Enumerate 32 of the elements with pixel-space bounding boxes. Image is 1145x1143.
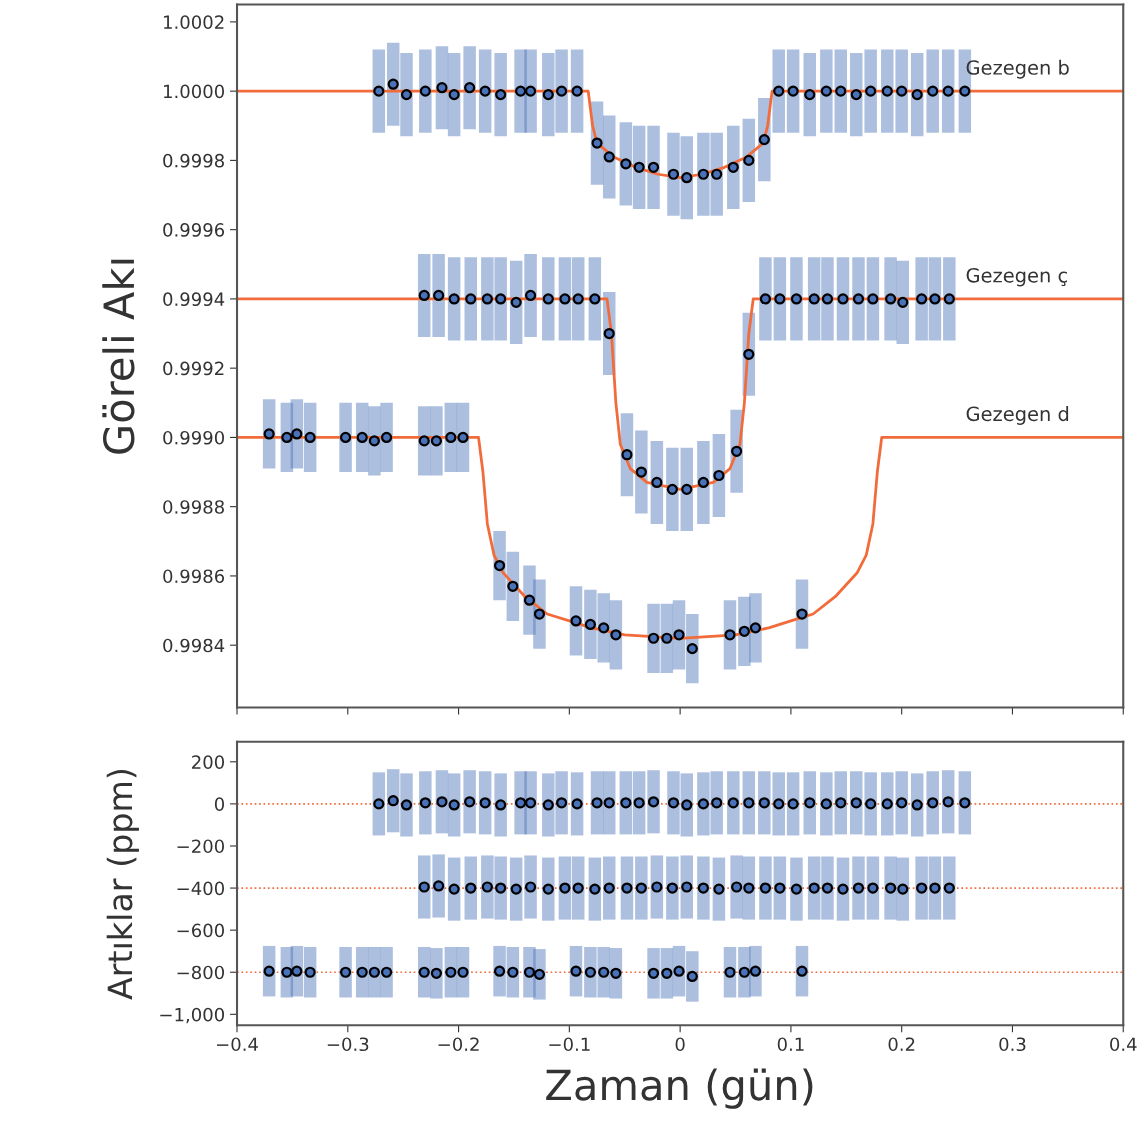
annotation: Gezegen b — [966, 59, 1069, 79]
y-tick-label: −200 — [177, 839, 225, 854]
y-tick-label: 0.9998 — [163, 153, 224, 168]
y-tick-label: 0.9988 — [163, 500, 224, 514]
x-tick-label: 0.1 — [777, 1037, 804, 1052]
x-tick-label: 0.2 — [888, 1037, 915, 1052]
y-tick-label: 1.0002 — [164, 15, 224, 29]
y-axis-title: Artıklar (ppm) — [106, 769, 139, 1000]
y-tick-label: 0.9990 — [163, 430, 225, 445]
y-tick-label: −400 — [177, 881, 225, 896]
y-tick-label: −1,000 — [160, 1007, 225, 1024]
x-tick-label: 0 — [675, 1037, 685, 1052]
y-tick-label: −600 — [177, 923, 225, 938]
y-tick-label: 1.0000 — [164, 84, 225, 99]
x-tick-label: −0.1 — [549, 1037, 590, 1052]
y-tick-label: 0.9984 — [163, 638, 225, 653]
y-tick-label: 200 — [192, 755, 225, 769]
y-tick-label: 0.9996 — [163, 223, 225, 237]
y-axis-title: Göreli Akı — [102, 259, 135, 454]
x-tick-label: −0.2 — [438, 1037, 479, 1052]
y-tick-label: 0.9986 — [163, 569, 225, 584]
x-axis-title: Zaman (gün) — [546, 1068, 813, 1109]
x-tick-label: 0.3 — [999, 1037, 1026, 1052]
y-tick-label: −800 — [177, 965, 225, 980]
x-tick-label: −0.3 — [327, 1037, 369, 1052]
y-tick-label: 0.9994 — [163, 292, 225, 307]
y-tick-label: 0 — [214, 797, 225, 811]
x-tick-label: 0.4 — [1110, 1037, 1137, 1052]
y-tick-label: 0.9992 — [163, 361, 224, 376]
x-tick-label: −0.4 — [217, 1037, 258, 1052]
annotation: Gezegen d — [966, 406, 1069, 425]
annotation: Gezegen ç — [966, 267, 1067, 287]
